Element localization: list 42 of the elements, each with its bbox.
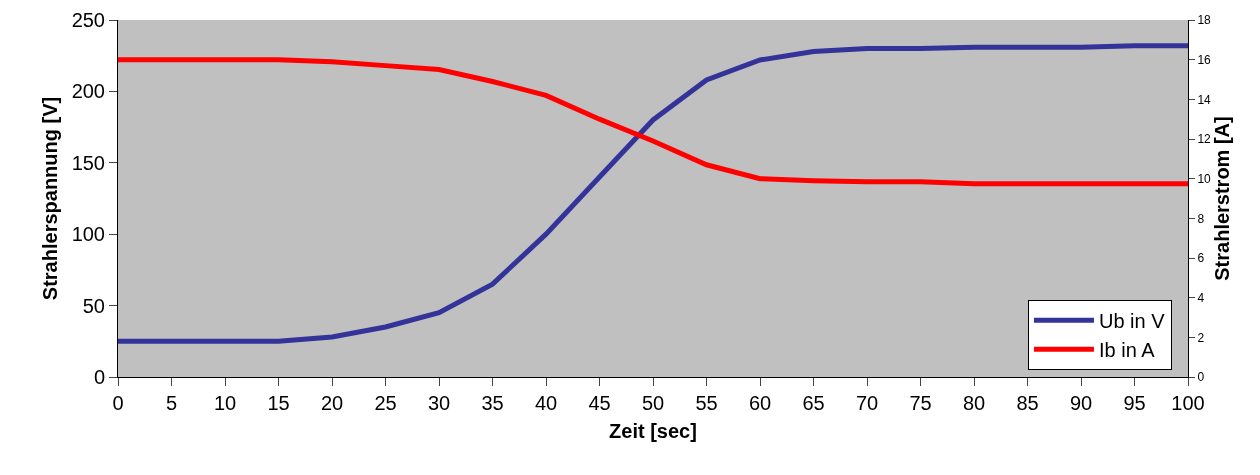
x-tick-label: 85: [1016, 392, 1039, 414]
y2-tick-label: 14: [1197, 92, 1212, 107]
x-axis-title: Zeit [sec]: [609, 419, 697, 442]
x-tick-label: 5: [165, 392, 178, 414]
x-tick-label: 25: [374, 392, 397, 414]
y-tick-label: 250: [71, 9, 105, 31]
y-tick-label: 200: [71, 80, 105, 103]
x-tick-label: 75: [909, 392, 932, 414]
x-tick-label: 10: [213, 392, 237, 414]
legend-label: Ib in A: [1098, 339, 1156, 362]
x-tick-label: 45: [588, 392, 611, 414]
y2-tick-label: 4: [1197, 290, 1205, 305]
y-tick-label: 150: [71, 151, 105, 174]
x-tick-label: 50: [641, 392, 665, 414]
x-tick-label: 20: [320, 392, 344, 414]
x-tick-label: 90: [1069, 392, 1093, 414]
y-tick-label: 100: [71, 223, 105, 246]
x-tick-label: 40: [534, 392, 558, 414]
y2-tick-label: 10: [1197, 171, 1212, 186]
y2-tick-label: 16: [1197, 52, 1212, 67]
x-tick-label: 35: [481, 392, 504, 414]
x-tick-label: 55: [695, 392, 718, 414]
x-tick-label: 100: [1171, 392, 1205, 414]
y2-tick-label: 0: [1197, 370, 1205, 385]
x-tick-label: 30: [427, 392, 451, 414]
y2-tick-label: 12: [1197, 132, 1212, 147]
x-tick-label: 65: [802, 392, 825, 414]
y2-tick-label: 2: [1197, 330, 1205, 345]
x-tick-label: 95: [1123, 392, 1146, 414]
y-tick-label: 50: [82, 294, 105, 317]
y2-axis-title: Strahlerstrom [A]: [1211, 116, 1234, 281]
y2-tick-label: 8: [1197, 211, 1205, 226]
x-tick-label: 70: [855, 392, 879, 414]
y2-tick-label: 6: [1197, 251, 1205, 266]
y2-tick-label: 18: [1197, 13, 1212, 28]
x-tick-label: 60: [748, 392, 772, 414]
x-tick-label: 15: [267, 392, 290, 414]
x-tick-label: 0: [112, 392, 124, 414]
y-axis-title: Strahlerspannung [V]: [39, 96, 62, 301]
legend-label: Ub in V: [1098, 310, 1166, 333]
y-tick-label: 0: [93, 366, 105, 388]
x-tick-label: 80: [962, 392, 986, 414]
